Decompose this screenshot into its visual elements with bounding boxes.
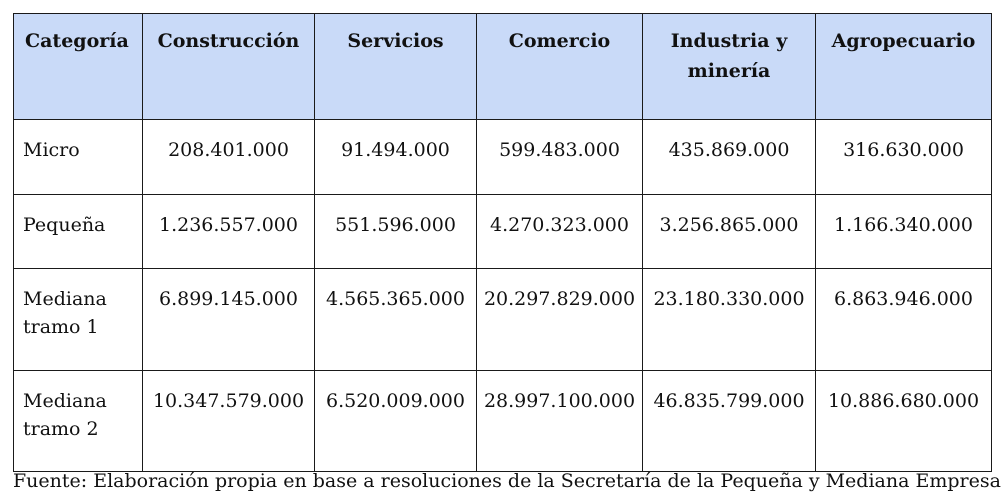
table-source-caption: Fuente: Elaboración propia en base a res… (13, 470, 1001, 492)
table-cell: 23.180.330.000 (642, 268, 816, 371)
header-comercio: Comercio (476, 13, 643, 120)
table-cell: 28.997.100.000 (476, 370, 643, 472)
table-row: Mediana tramo 2 10.347.579.000 6.520.009… (13, 370, 992, 472)
row-label: Pequeña (13, 194, 143, 269)
table-row: Micro 208.401.000 91.494.000 599.483.000… (13, 119, 992, 195)
table-cell: 4.270.323.000 (476, 194, 643, 269)
sales-threshold-table: Categoría Construcción Servicios Comerci… (13, 13, 992, 472)
table-cell: 208.401.000 (142, 119, 315, 195)
table-cell: 551.596.000 (314, 194, 477, 269)
row-label: Micro (13, 119, 143, 195)
table-header-row: Categoría Construcción Servicios Comerci… (13, 13, 992, 120)
header-servicios: Servicios (314, 13, 477, 120)
table-cell: 4.565.365.000 (314, 268, 477, 371)
table-cell: 1.236.557.000 (142, 194, 315, 269)
table-cell: 3.256.865.000 (642, 194, 816, 269)
header-categoria: Categoría (13, 13, 143, 120)
table-cell: 6.863.946.000 (815, 268, 992, 371)
table-cell: 316.630.000 (815, 119, 992, 195)
table-row: Mediana tramo 1 6.899.145.000 4.565.365.… (13, 268, 992, 371)
header-agropecuario: Agropecuario (815, 13, 992, 120)
row-label: Mediana tramo 1 (13, 268, 143, 371)
header-construccion: Construcción (142, 13, 315, 120)
table-cell: 599.483.000 (476, 119, 643, 195)
table-cell: 46.835.799.000 (642, 370, 816, 472)
table-cell: 10.886.680.000 (815, 370, 992, 472)
table-cell: 6.520.009.000 (314, 370, 477, 472)
table-cell: 10.347.579.000 (142, 370, 315, 472)
table-cell: 91.494.000 (314, 119, 477, 195)
table-cell: 435.869.000 (642, 119, 816, 195)
table-row: Pequeña 1.236.557.000 551.596.000 4.270.… (13, 194, 992, 269)
table-cell: 6.899.145.000 (142, 268, 315, 371)
sales-threshold-table-container: Categoría Construcción Servicios Comerci… (13, 13, 992, 472)
table-cell: 20.297.829.000 (476, 268, 643, 371)
table-cell: 1.166.340.000 (815, 194, 992, 269)
header-industria-mineria: Industria y minería (642, 13, 816, 120)
row-label: Mediana tramo 2 (13, 370, 143, 472)
